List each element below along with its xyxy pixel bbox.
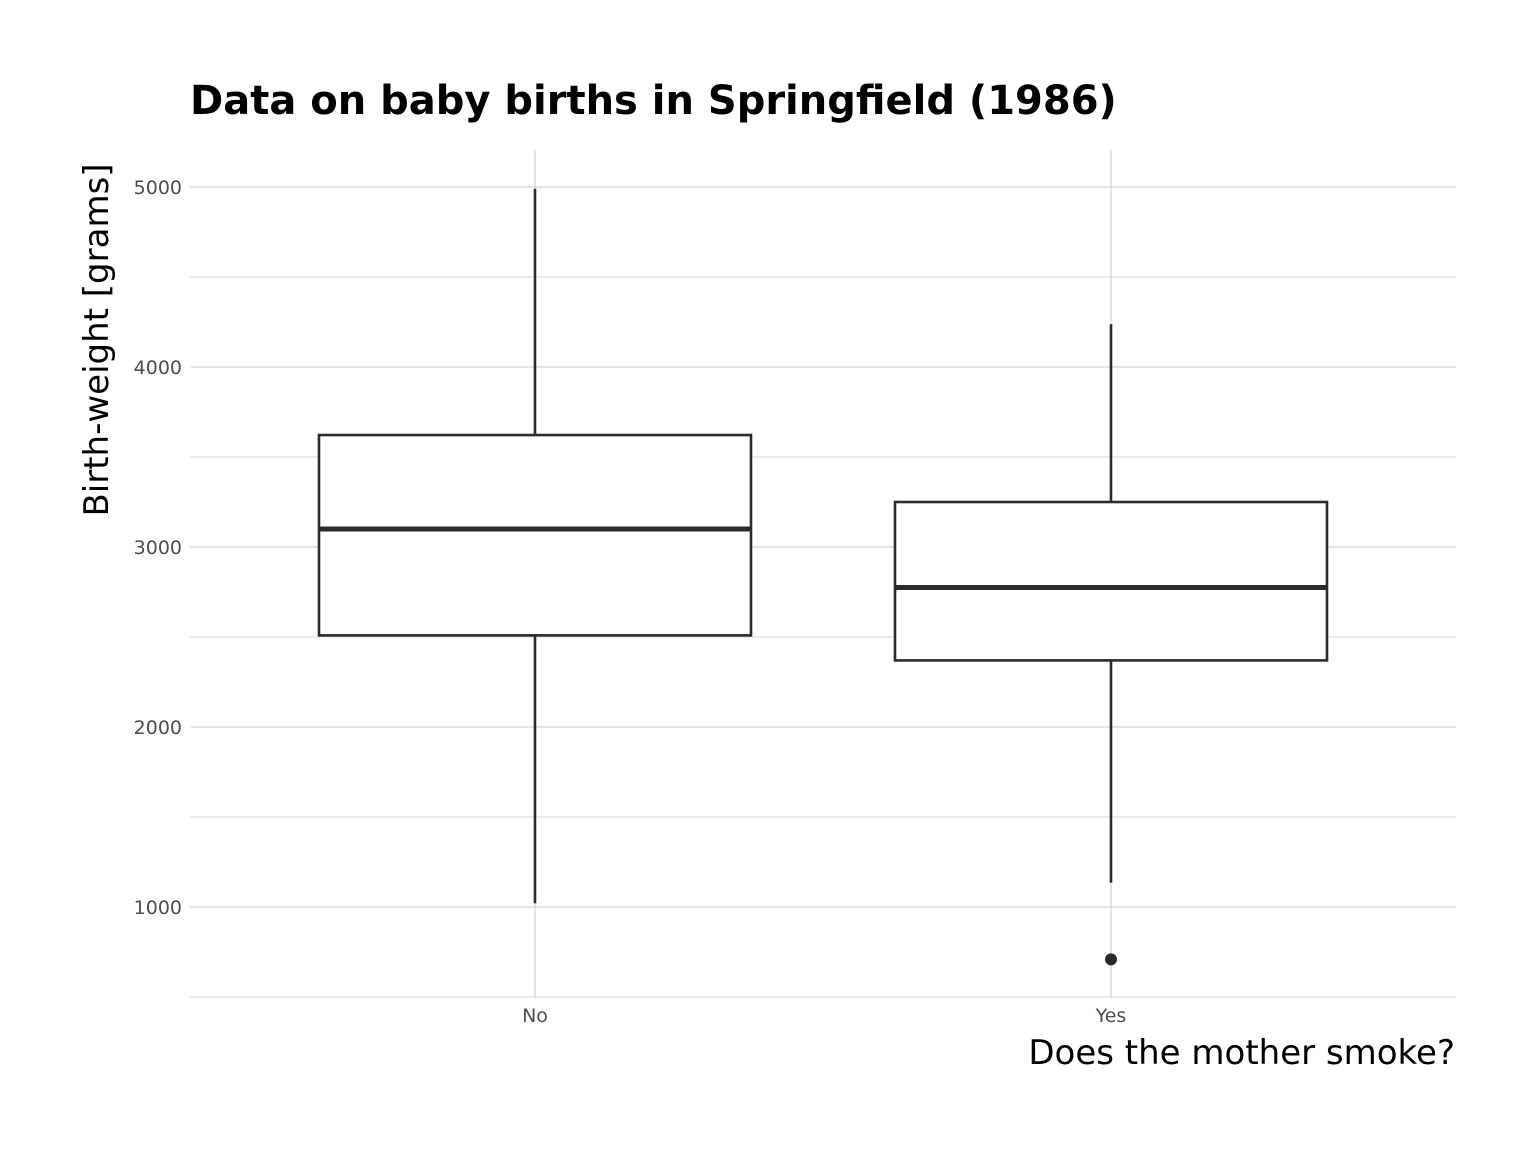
x-tick-label: Yes [1095, 1005, 1127, 1027]
tick-labels: 1000 2000 3000 4000 5000 No Yes [134, 177, 1127, 1027]
y-tick-label: 5000 [134, 177, 182, 199]
box-marks [317, 188, 1329, 966]
y-tick-label: 2000 [134, 717, 182, 739]
box-yes [893, 500, 1329, 662]
y-tick-label: 1000 [134, 897, 182, 919]
outlier-point [1105, 953, 1117, 966]
x-tick-label: No [522, 1005, 548, 1027]
chart-title: Data on baby births in Springfield (1986… [190, 78, 1117, 124]
y-tick-label: 3000 [134, 537, 182, 559]
y-tick-label: 4000 [134, 357, 182, 379]
y-axis-title: Birth-weight [grams] [77, 163, 117, 516]
box-no [317, 433, 753, 637]
x-axis-title: Does the mother smoke? [1028, 1033, 1455, 1073]
